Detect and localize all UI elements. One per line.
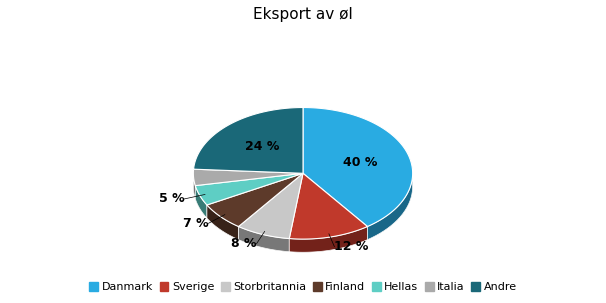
Polygon shape	[239, 227, 289, 252]
Text: 8 %: 8 %	[231, 237, 256, 250]
Polygon shape	[367, 175, 413, 240]
Text: 40 %: 40 %	[343, 156, 378, 168]
Legend: Danmark, Sverige, Storbritannia, Finland, Hellas, Italia, Andre: Danmark, Sverige, Storbritannia, Finland…	[85, 278, 521, 297]
Polygon shape	[239, 173, 303, 238]
Text: 24 %: 24 %	[245, 140, 279, 153]
Polygon shape	[207, 205, 239, 240]
Text: 5 %: 5 %	[159, 192, 184, 205]
Text: 12 %: 12 %	[335, 240, 368, 253]
Polygon shape	[289, 173, 367, 239]
Title: Eksport av øl: Eksport av øl	[253, 7, 353, 22]
Polygon shape	[289, 227, 367, 252]
Text: 7 %: 7 %	[183, 217, 208, 230]
Polygon shape	[195, 186, 207, 218]
Polygon shape	[193, 174, 195, 199]
Polygon shape	[193, 169, 303, 186]
Polygon shape	[195, 173, 303, 205]
Polygon shape	[303, 108, 413, 227]
Ellipse shape	[193, 121, 413, 252]
Polygon shape	[207, 173, 303, 227]
Polygon shape	[193, 108, 303, 173]
